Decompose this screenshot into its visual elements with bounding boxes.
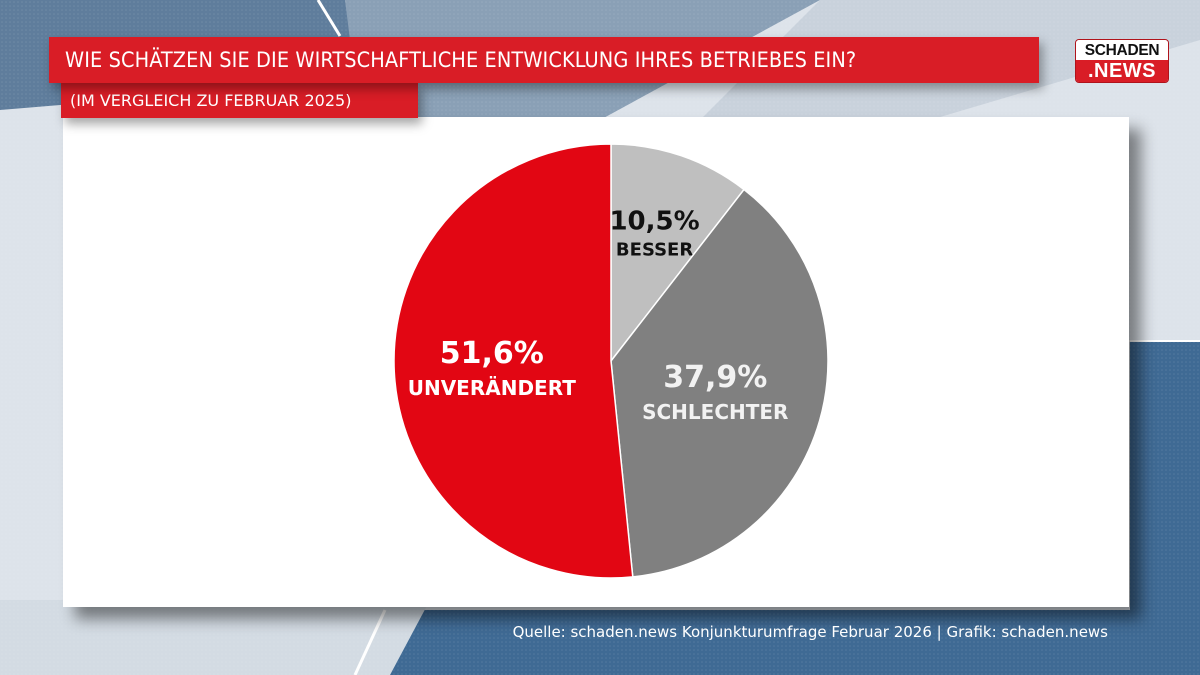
schaden-news-logo: SCHADEN .NEWS [1076,40,1168,82]
logo-line-1: SCHADEN [1076,40,1168,60]
source-credit: Quelle: schaden.news Konjunkturumfrage F… [512,623,1108,641]
subtitle-banner: (IM VERGLEICH ZU FEBRUAR 2025) [61,83,418,118]
chart-title: WIE SCHÄTZEN SIE DIE WIRTSCHAFTLICHE ENT… [65,47,857,73]
logo-line-2: .NEWS [1076,60,1168,82]
chart-subtitle: (IM VERGLEICH ZU FEBRUAR 2025) [70,91,352,110]
title-banner: WIE SCHÄTZEN SIE DIE WIRTSCHAFTLICHE ENT… [49,37,1039,83]
chart-panel [63,117,1129,607]
